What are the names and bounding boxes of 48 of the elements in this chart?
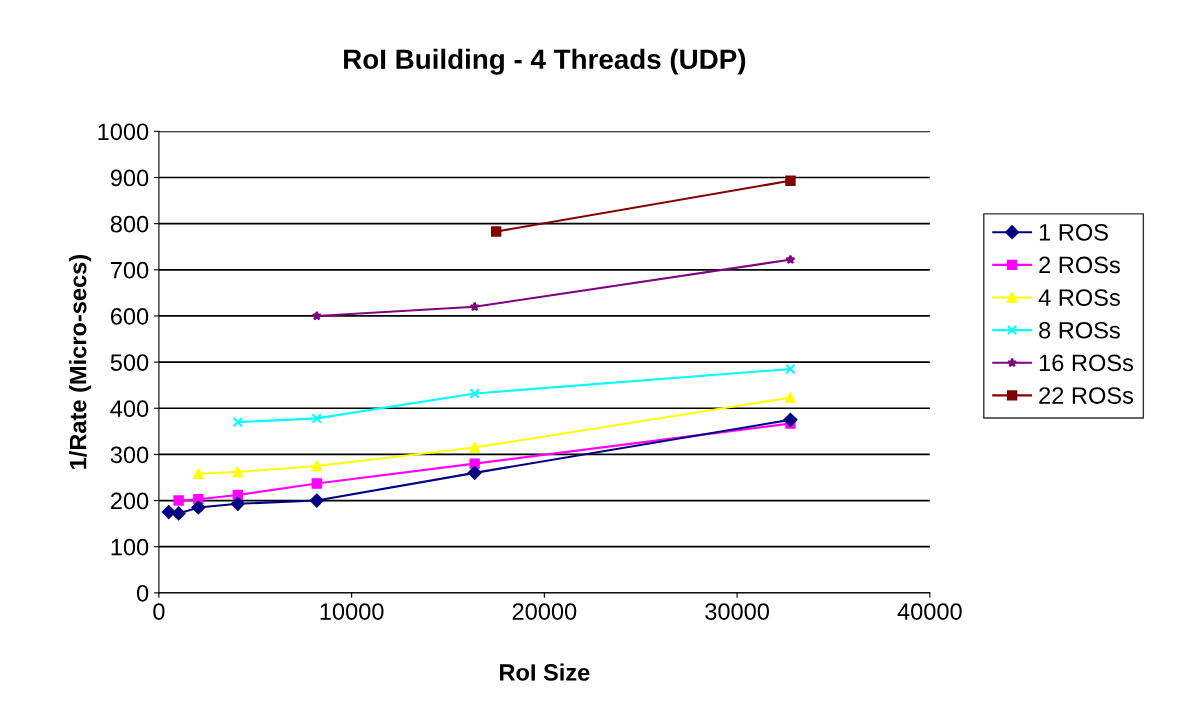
- y-tick-label: 100: [111, 538, 149, 556]
- point: [230, 496, 245, 511]
- point: [191, 500, 206, 515]
- point: [311, 413, 322, 424]
- point: [193, 468, 204, 479]
- x-tick-label: 0: [153, 603, 165, 620]
- legend-label: 1 ROS: [1039, 223, 1108, 241]
- x-tick-label: 40000: [897, 603, 962, 620]
- point: [469, 388, 480, 399]
- y-tick-label: 300: [110, 446, 149, 464]
- point: [311, 478, 322, 489]
- point: [232, 416, 244, 428]
- point: [785, 175, 796, 186]
- legend-label: 4 ROSs: [1038, 289, 1120, 306]
- point: [785, 392, 796, 403]
- point: [311, 460, 322, 472]
- point: [785, 363, 796, 375]
- y-tick-label: 500: [110, 354, 149, 371]
- chart-title: RoI Building - 4 Threads (UDP): [344, 48, 746, 75]
- point: [173, 495, 184, 506]
- x-tick-label: 10000: [320, 603, 384, 620]
- point: [469, 458, 480, 469]
- legend-label: 8 ROSs: [1039, 321, 1120, 339]
- y-tick-label: 200: [110, 492, 149, 510]
- point: [469, 301, 480, 312]
- legend-label: 22 ROSs: [1039, 387, 1134, 404]
- y-tick-label: 900: [110, 169, 149, 187]
- y-tick-label: 600: [110, 308, 149, 325]
- point: [469, 442, 480, 453]
- y-axis-title: 1/Rate (Micro-secs): [69, 255, 92, 469]
- point: [311, 310, 322, 321]
- y-tick-label: 400: [110, 400, 149, 418]
- point: [467, 465, 482, 480]
- y-tick-label: 1000: [98, 123, 149, 141]
- point: [232, 466, 244, 478]
- x-tick-label: 30000: [705, 603, 769, 620]
- legend-label: 2 ROSs: [1039, 256, 1120, 274]
- legend-label: 16 ROSs: [1039, 354, 1134, 372]
- y-tick-label: 700: [110, 261, 149, 279]
- x-tick-label: 20000: [512, 603, 577, 620]
- point: [490, 226, 502, 237]
- point: [783, 412, 798, 427]
- y-tick-label: 0: [136, 584, 149, 602]
- point: [309, 493, 324, 508]
- x-axis-title: RoI Size: [500, 663, 590, 681]
- point: [785, 254, 796, 265]
- point: [171, 506, 186, 521]
- y-tick-label: 800: [110, 215, 149, 233]
